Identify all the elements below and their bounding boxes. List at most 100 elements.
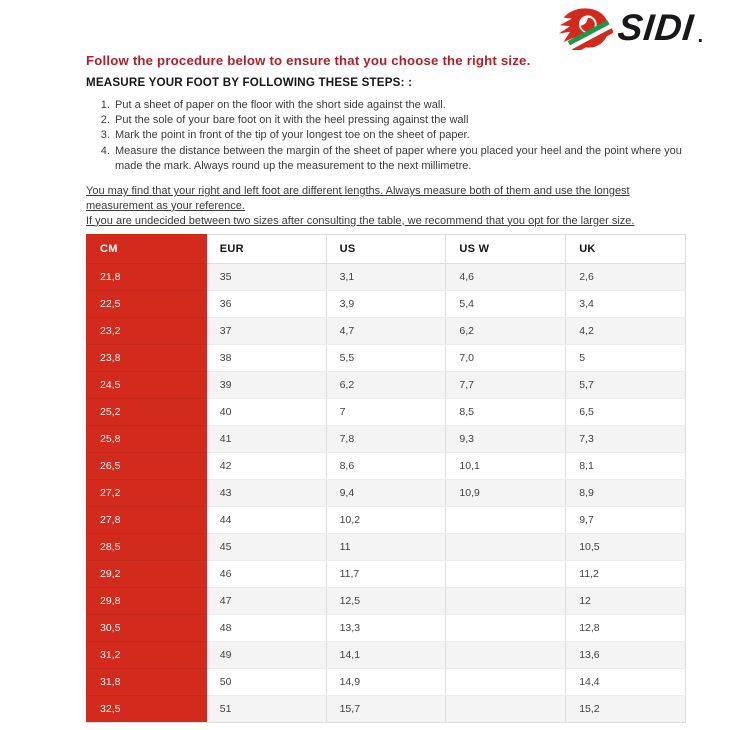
size-cell: 13,3 <box>325 614 447 643</box>
size-table-body: 21,8 35 3,1 4,6 2,6 22,5 36 3,9 5,4 3,4 23,2 37 4,7 6… <box>86 263 686 724</box>
table-row: 30,5 48 13,3 12,8 <box>86 614 686 643</box>
size-cell: 6,2 <box>445 317 567 346</box>
size-cell: 40 <box>205 398 327 427</box>
sidi-flame-swirl-icon <box>559 8 614 50</box>
cm-cell: 28,5 <box>86 533 207 562</box>
cm-cell: 27,2 <box>86 479 207 508</box>
size-cell: 11,7 <box>325 560 447 589</box>
table-row: 31,8 50 14,9 14,4 <box>86 668 686 697</box>
size-cell: 6,2 <box>325 371 447 400</box>
sidi-wordmark-dot: . <box>697 25 703 47</box>
note-paragraph: If you are undecided between two sizes a… <box>86 214 635 227</box>
size-cell: 8,1 <box>565 452 686 481</box>
size-cell <box>445 560 567 589</box>
size-cell: 15,7 <box>325 695 447 724</box>
notes: You may find that your right and left fo… <box>86 184 686 228</box>
cm-cell: 21,8 <box>86 263 207 292</box>
cm-cell: 23,8 <box>86 344 207 373</box>
cm-cell: 26,5 <box>86 452 207 481</box>
size-cell: 4,6 <box>445 263 567 292</box>
size-cell: 46 <box>205 560 327 589</box>
table-row: 31,2 49 14,1 13,6 <box>86 641 686 670</box>
steps-list: Put a sheet of paper on the floor with t… <box>86 98 686 174</box>
size-cell <box>445 587 567 616</box>
size-cell: 12,5 <box>325 587 447 616</box>
size-cell: 36 <box>205 290 327 319</box>
size-cell: 9,3 <box>445 425 567 454</box>
headline: Follow the procedure below to ensure tha… <box>86 53 531 68</box>
size-cell: 7,8 <box>325 425 447 454</box>
table-row: 23,8 38 5,5 7,0 5 <box>86 344 686 373</box>
size-cell: 5 <box>565 344 686 373</box>
size-cell: 8,6 <box>325 452 447 481</box>
cm-cell: 31,2 <box>86 641 207 670</box>
size-cell <box>445 506 567 535</box>
size-cell: 6,5 <box>565 398 686 427</box>
size-cell: 42 <box>205 452 327 481</box>
cm-cell: 25,8 <box>86 425 207 454</box>
size-cell <box>445 668 567 697</box>
size-cell: 47 <box>205 587 327 616</box>
size-cell: 9,4 <box>325 479 447 508</box>
column-header-us: US <box>325 234 447 265</box>
table-row: 23,2 37 4,7 6,2 4,2 <box>86 317 686 346</box>
size-cell: 4,2 <box>565 317 686 346</box>
size-cell: 45 <box>205 533 327 562</box>
size-cell: 5,7 <box>565 371 686 400</box>
size-cell: 7 <box>325 398 447 427</box>
size-cell: 49 <box>205 641 327 670</box>
size-cell <box>445 641 567 670</box>
size-cell: 9,7 <box>565 506 686 535</box>
size-cell: 4,7 <box>325 317 447 346</box>
step-item: Put a sheet of paper on the floor with t… <box>113 98 686 113</box>
size-cell: 10,9 <box>445 479 567 508</box>
table-row: 26,5 42 8,6 10,1 8,1 <box>86 452 686 481</box>
size-cell: 8,9 <box>565 479 686 508</box>
table-row: 28,5 45 11 10,5 <box>86 533 686 562</box>
size-cell: 8,5 <box>445 398 567 427</box>
size-cell: 35 <box>205 263 327 292</box>
table-row: 29,8 47 12,5 12 <box>86 587 686 616</box>
size-cell: 2,6 <box>565 263 686 292</box>
size-cell: 7,7 <box>445 371 567 400</box>
table-row: 25,2 40 7 8,5 6,5 <box>86 398 686 427</box>
size-cell: 37 <box>205 317 327 346</box>
size-conversion-table: CM EUR US US W UK 21,8 35 3,1 4,6 2,6 22,5 36 3,9 5,… <box>86 234 686 724</box>
steps-title: MEASURE YOUR FOOT BY FOLLOWING THESE STE… <box>86 76 413 89</box>
size-cell: 11 <box>325 533 447 562</box>
size-cell: 7,3 <box>565 425 686 454</box>
size-cell: 14,9 <box>325 668 447 697</box>
size-cell: 14,1 <box>325 641 447 670</box>
table-row: 32,5 51 15,7 15,2 <box>86 695 686 724</box>
cm-cell: 25,2 <box>86 398 207 427</box>
cm-cell: 24,5 <box>86 371 207 400</box>
size-cell: 39 <box>205 371 327 400</box>
step-item: Measure the distance between the margin … <box>113 144 686 174</box>
size-cell: 7,0 <box>445 344 567 373</box>
cm-cell: 31,8 <box>86 668 207 697</box>
size-cell: 3,9 <box>325 290 447 319</box>
cm-cell: 32,5 <box>86 695 207 724</box>
size-cell <box>445 533 567 562</box>
cm-cell: 29,2 <box>86 560 207 589</box>
column-header-uk: UK <box>565 234 686 265</box>
size-cell: 41 <box>205 425 327 454</box>
column-header-cm: CM <box>86 234 207 265</box>
size-cell: 38 <box>205 344 327 373</box>
size-cell: 3,1 <box>325 263 447 292</box>
table-row: 27,2 43 9,4 10,9 8,9 <box>86 479 686 508</box>
cm-cell: 22,5 <box>86 290 207 319</box>
table-row: 29,2 46 11,7 11,2 <box>86 560 686 589</box>
size-cell: 11,2 <box>565 560 686 589</box>
size-cell: 10,5 <box>565 533 686 562</box>
table-row: 21,8 35 3,1 4,6 2,6 <box>86 263 686 292</box>
size-cell: 43 <box>205 479 327 508</box>
size-cell: 12,8 <box>565 614 686 643</box>
size-cell: 5,5 <box>325 344 447 373</box>
size-cell: 51 <box>205 695 327 724</box>
cm-cell: 30,5 <box>86 614 207 643</box>
size-cell: 5,4 <box>445 290 567 319</box>
table-row: 24,5 39 6,2 7,7 5,7 <box>86 371 686 400</box>
size-cell: 44 <box>205 506 327 535</box>
size-cell: 10,2 <box>325 506 447 535</box>
